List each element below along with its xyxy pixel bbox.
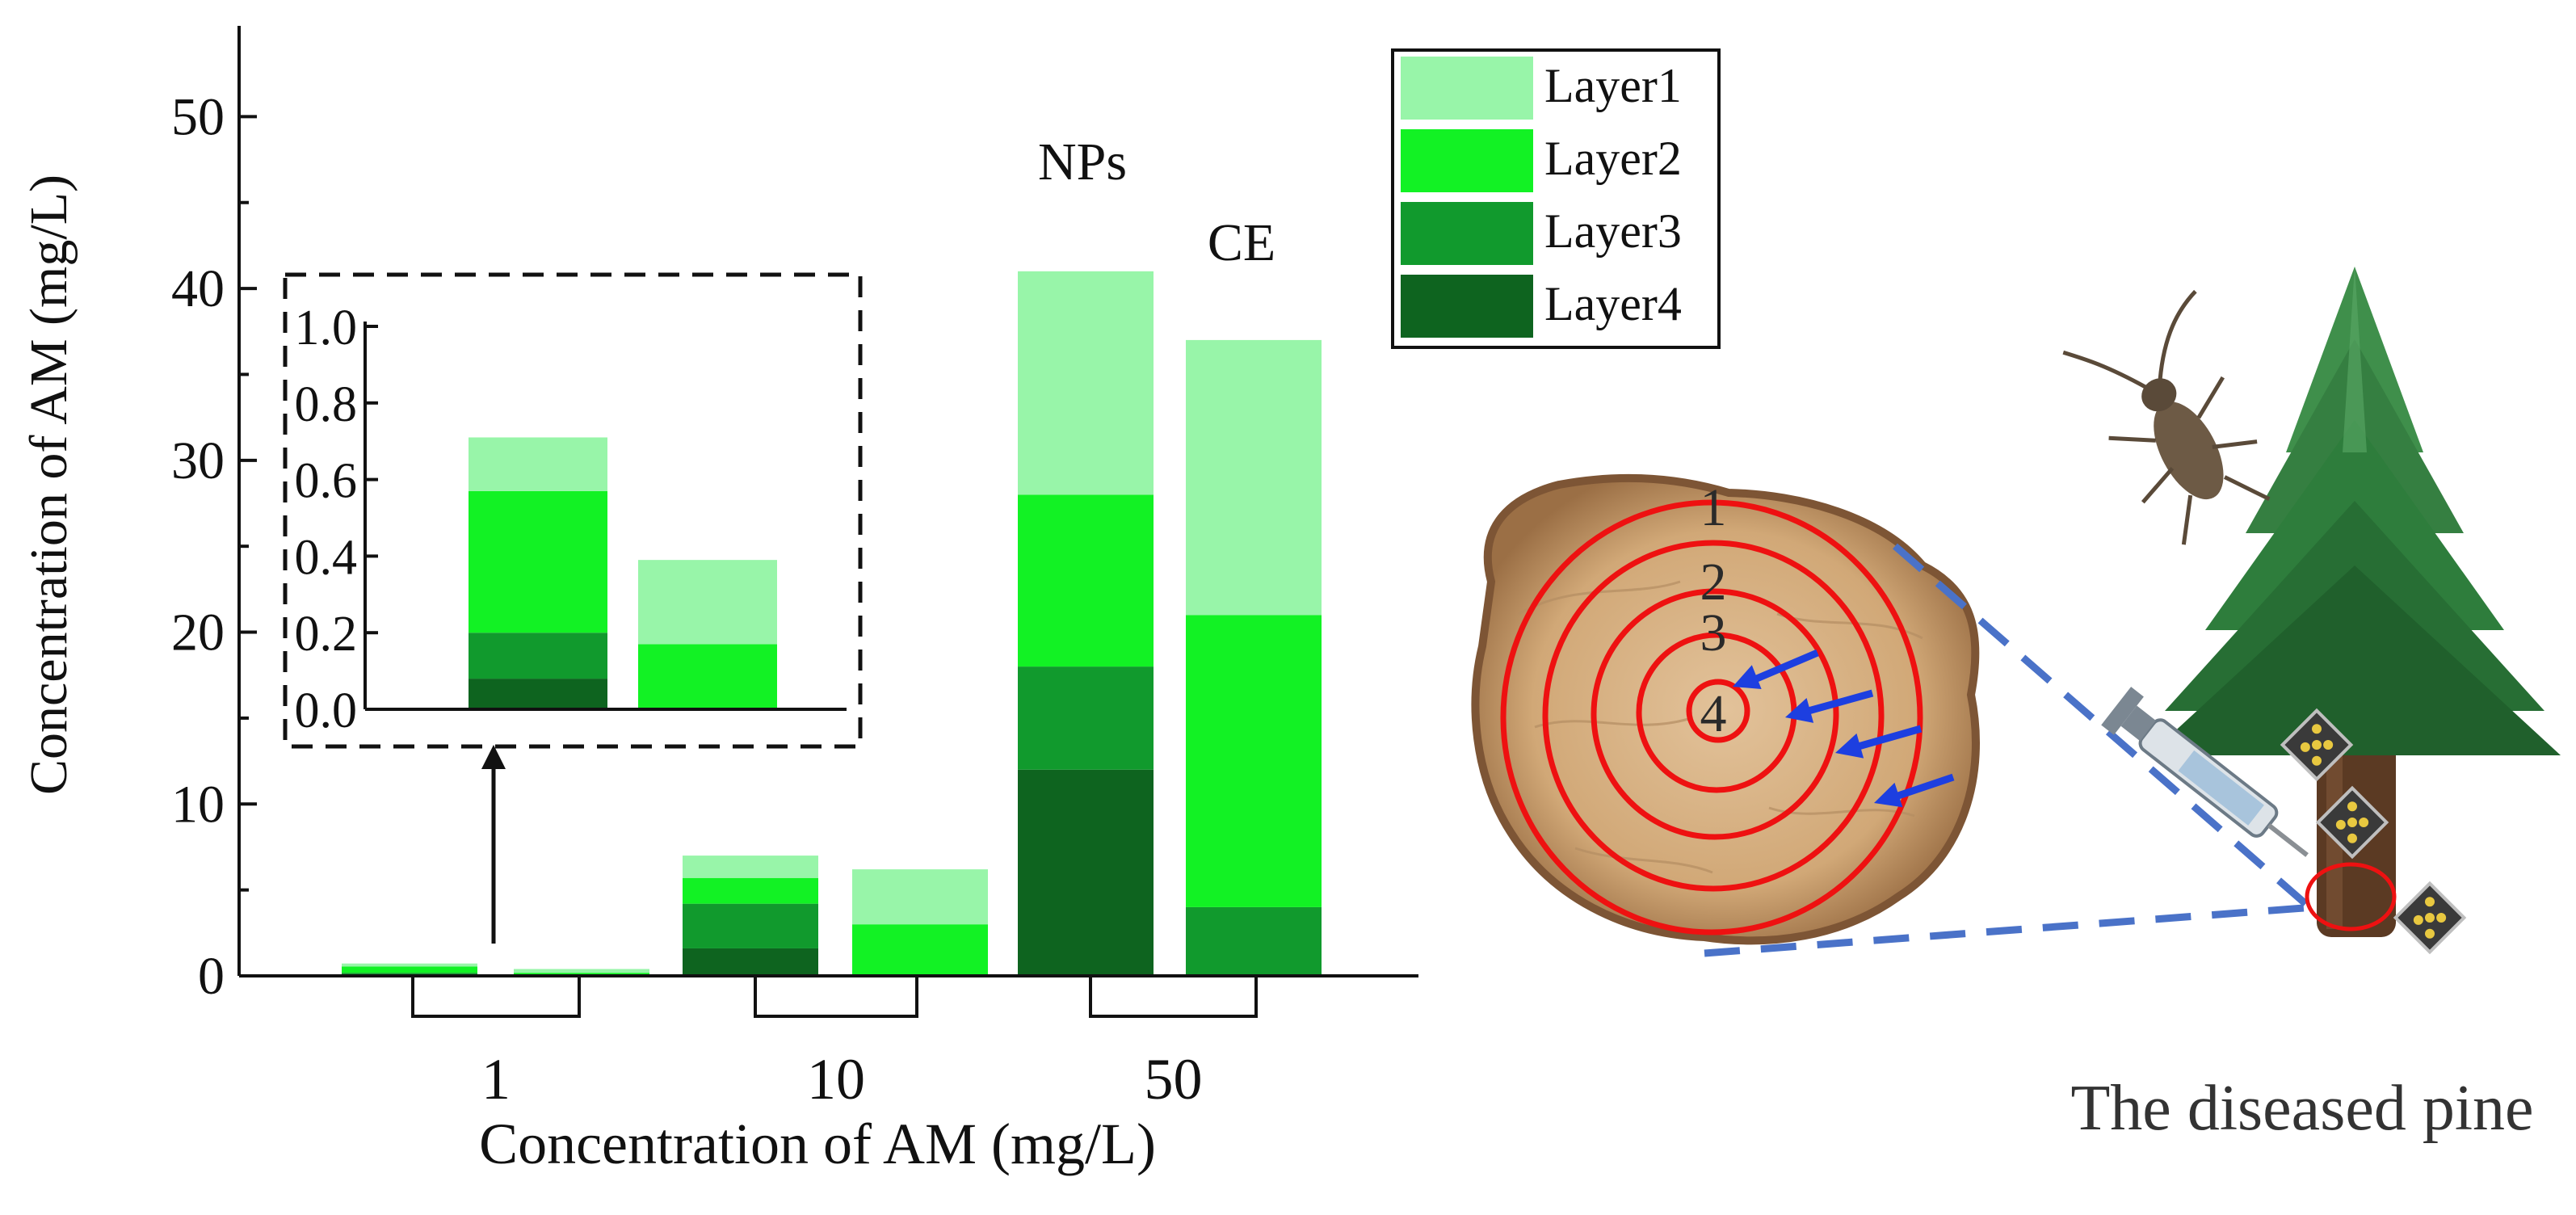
inset-y-tick-label: 0.0 [295, 683, 358, 738]
penetration-arrows [1733, 649, 1955, 808]
growth-ring [1500, 499, 1923, 935]
inset-y-tick-label: 0.4 [295, 530, 358, 585]
group-bracket [411, 976, 581, 1018]
ring-labels: 1 23 4 [1700, 478, 1727, 743]
blue-arrow [1746, 649, 1819, 687]
blue-arrow [1848, 725, 1923, 753]
nanoparticle-icon [2280, 708, 2354, 782]
beetle-icon [2062, 289, 2271, 545]
bar-label-ce: CE [1208, 213, 1275, 272]
legend-swatch-layer4 [1401, 275, 1533, 338]
x-tick-label: 50 [1145, 1047, 1203, 1112]
legend-label-layer2: Layer2 [1544, 132, 1682, 185]
group-brackets [411, 976, 1258, 1018]
bar-50-ce-layer1 [1186, 339, 1322, 616]
ring-label: 1 [1700, 478, 1727, 537]
bar-50-nps-layer3 [1018, 666, 1154, 770]
inset-y-ticks: 0.0 0.2 0.4 0.6 0.8 1.0 [295, 301, 378, 738]
main-chart: 0 10 20 30 40 50 1 10 50 Concentration of AM (m… [19, 26, 1418, 1176]
bar-1-nps-layer2 [342, 966, 477, 973]
ring-label: 3 [1700, 603, 1727, 662]
bar-10-nps-layer1 [683, 856, 818, 878]
inset-bar-nps-layer3 [469, 633, 607, 679]
blue-arrowhead [1874, 782, 1903, 808]
y-tick-label: 50 [171, 87, 225, 146]
group-bracket [754, 976, 918, 1018]
main-bars [342, 271, 1322, 976]
ring-label: 4 [1700, 684, 1727, 743]
y-tick-label: 10 [171, 775, 225, 834]
legend-label-layer1: Layer1 [1544, 59, 1682, 112]
legend-swatch-layer1 [1401, 57, 1533, 120]
inset-bars [469, 437, 777, 709]
bar-10-ce-layer1 [852, 869, 988, 925]
pine-tree-illustration: The diseased pine [2062, 267, 2561, 1144]
blue-arrow [1887, 773, 1955, 803]
group-labels: 1 10 50 [481, 1047, 1203, 1112]
pine-foliage [2149, 267, 2561, 755]
inset-axes [363, 322, 847, 711]
inset-chart: 0.0 0.2 0.4 0.6 0.8 1.0 [283, 272, 863, 749]
nanoparticle-icons [2280, 708, 2467, 955]
group-bracket [1089, 976, 1258, 1018]
inset-y-tick-label: 0.6 [295, 454, 358, 509]
legend-items: Layer1 Layer2 Layer3 Layer4 [1401, 57, 1682, 338]
inset-bar-nps-layer2 [469, 490, 607, 633]
legend-swatch-layer2 [1401, 129, 1533, 192]
inset-pointer-arrow [481, 745, 506, 944]
legend-swatch-layer3 [1401, 202, 1533, 265]
injection-site-marker [2305, 862, 2397, 931]
y-tick-label: 30 [171, 431, 225, 490]
bar-10-nps-layer4 [683, 948, 818, 976]
wood-disc [1471, 473, 1980, 945]
y-tick-label: 0 [198, 947, 225, 1006]
legend: Layer1 Layer2 Layer3 Layer4 [1391, 48, 1721, 349]
bar-1-nps-layer3 [342, 973, 477, 975]
pine-caption: The diseased pine [2070, 1073, 2533, 1144]
growth-ring [1591, 588, 1839, 840]
bar-10-ce-layer2 [852, 924, 988, 976]
bar-50-nps-layer2 [1018, 494, 1154, 667]
blue-arrowhead [1785, 698, 1814, 723]
y-tick-label: 40 [171, 259, 225, 318]
main-y-ticks: 0 10 20 30 40 50 [171, 87, 257, 1006]
nanoparticle-icon [2393, 881, 2467, 955]
x-tick-label: 10 [807, 1047, 865, 1112]
inset-y-tick-label: 0.8 [295, 377, 358, 432]
nanoparticle-icon [2315, 785, 2389, 860]
growth-ring [1686, 679, 1750, 743]
bar-10-nps-layer3 [683, 903, 818, 948]
inset-bar-ce-layer2 [638, 644, 777, 709]
main-axes [237, 26, 1418, 977]
inset-bar-nps-layer4 [469, 679, 607, 709]
bar-50-ce-layer3 [1186, 906, 1322, 976]
syringe-icon [2101, 687, 2309, 857]
inset-bar-nps-layer1 [469, 437, 607, 491]
wood-cross-section: 1 23 4 [1471, 473, 1980, 945]
inset-y-tick-label: 1.0 [295, 301, 358, 355]
inset-bar-ce-layer1 [638, 560, 777, 645]
zoom-lines [1704, 543, 2311, 957]
y-tick-label: 20 [171, 603, 225, 662]
x-axis-label: Concentration of AM (mg/L) [479, 1112, 1156, 1176]
legend-label-layer4: Layer4 [1544, 277, 1682, 330]
inset-dashed-frame [283, 272, 863, 749]
bar-10-nps-layer2 [683, 877, 818, 904]
ring-label: 2 [1700, 553, 1727, 612]
legend-label-layer3: Layer3 [1544, 204, 1682, 258]
x-tick-label: 1 [481, 1047, 511, 1112]
inset-y-tick-label: 0.2 [295, 607, 358, 662]
bar-50-nps-layer1 [1018, 271, 1154, 495]
bar-50-nps-layer4 [1018, 769, 1154, 976]
growth-ring [1542, 540, 1885, 892]
bar-label-nps: NPs [1038, 132, 1127, 191]
blue-arrowhead [1733, 665, 1762, 689]
bar-50-ce-layer2 [1186, 615, 1322, 907]
bar-1-ce-layer1 [514, 969, 649, 973]
blue-arrow [1798, 689, 1874, 717]
blue-arrowhead [1835, 733, 1864, 759]
bar-1-nps-layer1 [342, 963, 477, 967]
y-axis-label: Concentration of AM (mg/L) [19, 174, 78, 795]
